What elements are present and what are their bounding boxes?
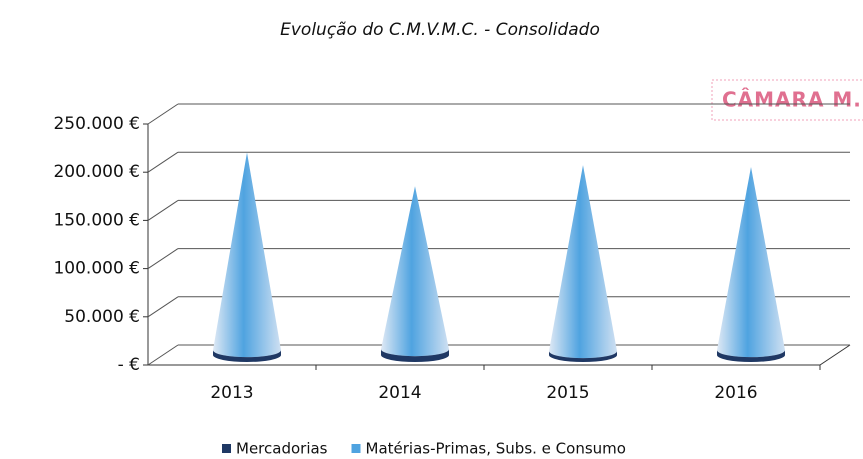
- cone-top: [381, 186, 449, 357]
- x-tick-label: 2016: [714, 383, 757, 403]
- grid-line: [147, 296, 179, 318]
- stamp: CÂMARA M.: [722, 88, 862, 112]
- y-tick-label: 100.000 €: [53, 259, 140, 279]
- cone-top: [717, 167, 785, 358]
- floor-edge: [819, 344, 851, 366]
- y-tick-label: 50.000 €: [64, 307, 140, 327]
- y-tick-label: 150.000 €: [53, 210, 140, 230]
- chart-title: Evolução do C.M.V.M.C. - Consolidado: [280, 20, 600, 40]
- legend-label: Mercadorias: [236, 440, 328, 458]
- legend-label: Matérias-Primas, Subs. e Consumo: [366, 440, 626, 458]
- grid-line: [147, 103, 179, 125]
- cone-base: [213, 350, 281, 362]
- legend-swatch: [222, 444, 231, 453]
- grid-line: [147, 248, 179, 270]
- cone-base: [717, 350, 785, 362]
- y-tick-label: 200.000 €: [53, 162, 140, 182]
- cone-top: [213, 152, 281, 358]
- grid-line: [147, 199, 179, 221]
- legend-swatch: [351, 444, 361, 453]
- grid-line: [147, 151, 179, 173]
- cone-top: [549, 165, 617, 359]
- cone-base: [549, 351, 617, 362]
- y-tick-label: - €: [118, 355, 140, 375]
- stamp-box: [711, 79, 863, 121]
- x-tick-label: 2015: [546, 383, 589, 403]
- cone-base: [381, 349, 449, 362]
- y-tick-label: 250.000 €: [53, 114, 140, 134]
- grid-line: [147, 344, 179, 366]
- x-tick-label: 2013: [210, 383, 253, 403]
- x-tick-label: 2014: [378, 383, 421, 403]
